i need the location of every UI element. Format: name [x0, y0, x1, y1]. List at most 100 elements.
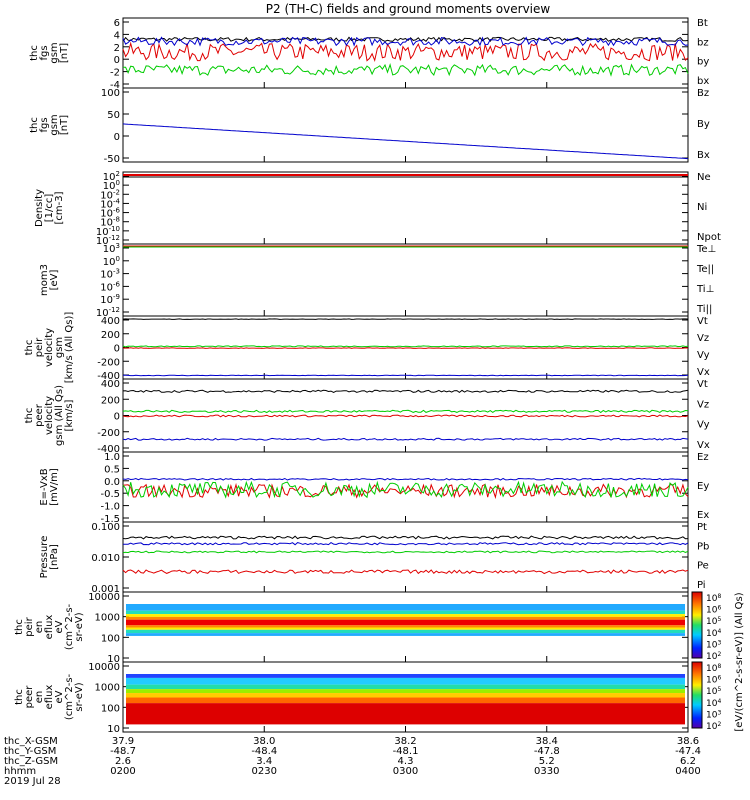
series-line-Vt: [122, 318, 689, 320]
y-tick-label: 0.5: [104, 464, 120, 475]
legend-entry: Pb: [697, 541, 709, 552]
panel-frame: [122, 243, 689, 317]
footer-tick-value: 38.0: [253, 736, 275, 747]
y-tick-label: -400: [97, 444, 120, 455]
y-tick-label: 2: [114, 43, 120, 54]
y-axis-label: thc: [24, 408, 35, 424]
y-tick-label: 50: [107, 110, 120, 121]
footer-tick-value: -48.7: [110, 746, 136, 757]
series-line-Ey: [122, 480, 689, 499]
y-axis-label: eflux: [44, 615, 55, 640]
colorbar-tick-label: 106: [706, 605, 721, 616]
y-tick-label: 200: [101, 330, 120, 341]
y-axis-label: eV: [54, 620, 65, 633]
series-line-Vz: [122, 347, 689, 349]
y-axis-label: peir: [34, 337, 45, 357]
series-line-Pi: [123, 541, 689, 546]
colorbar-tick-label: 103: [706, 639, 721, 650]
y-tick-label: 10000: [88, 662, 120, 673]
y-axis-label: E=-VxB: [39, 468, 50, 505]
colorbar: [691, 591, 703, 659]
y-tick-label: 1.0: [104, 452, 120, 463]
footer-tick-value: 38.2: [394, 736, 416, 747]
y-axis-label: velocity: [44, 328, 55, 367]
spectrogram-band: [126, 674, 685, 678]
y-tick-label: 10000: [88, 592, 120, 603]
footer-tick-value: -47.4: [675, 746, 701, 757]
spectrogram-band: [126, 616, 685, 620]
series-line-Vy: [122, 409, 689, 414]
spectrogram-band: [126, 684, 685, 690]
series-line-Vt: [122, 389, 689, 394]
legend-entry: Vx: [697, 367, 710, 378]
y-tick-label: 100: [101, 88, 120, 99]
legend-entry: Ez: [697, 452, 709, 463]
panel-frame: [122, 17, 689, 89]
legend-entry: Vy: [697, 350, 710, 361]
spectrogram-band: [126, 677, 685, 685]
footer-row-label: thc_Y-GSM: [4, 746, 56, 757]
series-line-Ez: [122, 482, 689, 500]
footer-tick-value: 0300: [393, 766, 418, 777]
panel-peir_velocity: thc peir velocity gsm [km/s (All Qs)] 400 200 0…: [24, 312, 710, 384]
panel-frame: [122, 521, 689, 593]
y-axis-label: peer: [24, 685, 35, 709]
panel-temperature: mom3 [eV]10310010-310-610-910-12Te⊥Te||Ti…: [39, 242, 716, 319]
panel-frame: [122, 451, 689, 523]
y-axis-label: sr-eV): [74, 682, 85, 711]
y-tick-label: -1.0: [100, 502, 120, 513]
y-axis-label: [nPa]: [49, 544, 60, 570]
panel-peir_eflux: thc peir en eflux eV (cm^2-s-sr-eV)10000 1000 1…: [14, 591, 689, 665]
legend-entry: Ti⊥: [696, 284, 714, 295]
footer-tick-value: -48.4: [251, 746, 277, 757]
legend-entry: Ex: [697, 510, 709, 521]
y-axis-label: thc: [24, 340, 35, 356]
footer-tick-value: 0330: [534, 766, 559, 777]
y-axis-label: [eV]: [49, 270, 60, 291]
y-axis-label: thc: [29, 45, 40, 61]
y-tick-label: -400: [97, 371, 120, 382]
spectrogram-band: [126, 697, 685, 704]
y-tick-label: -200: [97, 357, 120, 368]
y-axis-label: peir: [24, 616, 35, 636]
legend-entry: Vy: [697, 420, 710, 431]
legend-entry: Te||: [696, 264, 714, 275]
footer-tick-value: 4.3: [398, 756, 414, 767]
y-tick-label: 100: [101, 703, 120, 714]
spectrogram-band: [126, 629, 685, 634]
panel-frame: [122, 171, 689, 245]
y-tick-label: -2: [110, 68, 120, 79]
y-tick-label: 1000: [95, 683, 120, 694]
y-axis-label: gsm: [49, 114, 60, 135]
legend-entry: bz: [697, 37, 709, 48]
y-tick-label: 103: [103, 242, 120, 255]
y-axis-label: (cm^2-s-: [64, 673, 75, 720]
y-tick-label: 4: [114, 30, 120, 41]
series-line-Bx: [122, 123, 689, 160]
legend-entry: Vx: [697, 440, 710, 451]
footer-row-label: hhmm: [4, 766, 36, 777]
series-line-Pb: [122, 569, 689, 575]
series-line-Ex: [122, 477, 689, 481]
colorbar-tick-label: 108: [706, 663, 721, 674]
footer-tick-value: 6.2: [680, 756, 696, 767]
y-axis-label: peer: [34, 403, 45, 427]
legend-entry: by: [697, 57, 709, 68]
colorbar-tick-label: 105: [706, 616, 721, 627]
legend-entry: By: [697, 119, 710, 130]
y-axis-label: thc: [29, 117, 40, 133]
y-tick-label: -50: [104, 154, 120, 165]
series-line-bz: [122, 41, 689, 62]
panel-density: Density [1/cc] [cm-3]10210010-210-410-610-…: [34, 170, 721, 247]
legend-entry: Bz: [697, 88, 709, 99]
series-line-Vy: [122, 345, 689, 348]
legend-entry: bx: [697, 76, 709, 87]
footer-row-label: thc_Z-GSM: [4, 756, 58, 767]
panel-peer_velocity: thc peer velocity gsm (All Qs) [km/s] 400 200 0…: [24, 378, 710, 455]
y-tick-label: 10-3: [100, 268, 120, 281]
colorbar-tick-label: 104: [706, 628, 721, 639]
footer-tick-value: 0200: [110, 766, 135, 777]
y-axis-label: Density: [34, 189, 45, 227]
legend-entry: Vz: [697, 333, 709, 344]
